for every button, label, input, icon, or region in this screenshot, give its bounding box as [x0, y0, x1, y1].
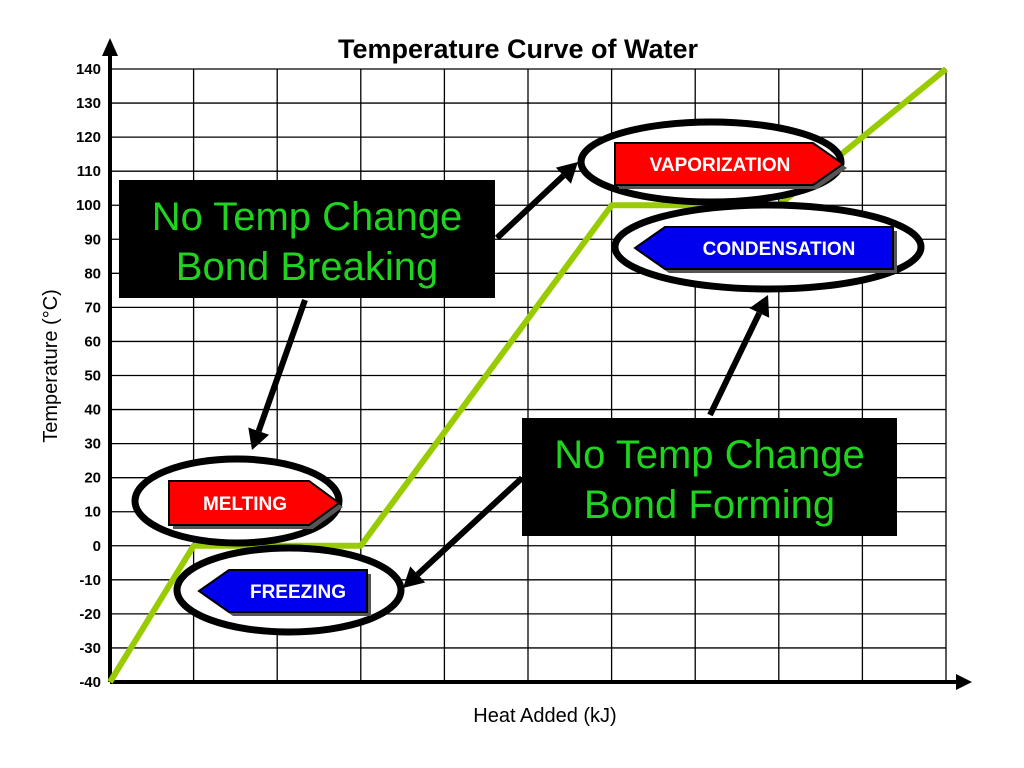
bond-forming-line: No Temp Change — [554, 433, 865, 477]
y-axis-label: Temperature (°C) — [40, 289, 62, 443]
y-tick-label: 140 — [76, 61, 101, 78]
bond-breaking-line: No Temp Change — [152, 195, 463, 239]
arrow-to-melting-head — [248, 427, 270, 450]
arrow-to-condensation-shaft — [707, 311, 762, 417]
arrow-to-condensation — [707, 295, 770, 417]
condensation-tag — [633, 226, 894, 270]
arrow-to-condensation-head — [749, 295, 770, 318]
phase-label-condensation: CONDENSATION — [611, 201, 925, 293]
bond-breaking-line: Bond Breaking — [176, 245, 438, 289]
arrow-to-freezing-shaft — [415, 475, 525, 577]
y-tick-label: 50 — [84, 368, 101, 385]
y-axis-arrowhead — [102, 38, 118, 56]
vaporization-tag — [614, 142, 845, 186]
phase-label-melting: MELTING — [131, 455, 343, 547]
y-tick-label: 60 — [84, 333, 101, 350]
arrow-to-vaporization-head — [555, 162, 578, 184]
melting-tag — [168, 480, 341, 526]
y-tick-label: 10 — [84, 504, 101, 521]
y-tick-label: 100 — [76, 197, 101, 214]
melting-tag-label: MELTING — [203, 494, 287, 515]
arrow-to-vaporization-shaft — [494, 173, 566, 241]
y-tick-label: 110 — [77, 163, 101, 180]
y-tick-label: -20 — [79, 606, 101, 623]
y-tick-label: -40 — [79, 674, 101, 691]
y-tick-label: 130 — [76, 95, 101, 112]
bond-forming-box — [522, 418, 897, 536]
y-tick-label: 40 — [84, 402, 101, 419]
arrow-to-freezing — [403, 475, 525, 588]
bond-breaking-box — [119, 180, 495, 298]
x-axis-label: Heat Added (kJ) — [473, 705, 616, 727]
freezing-tag-label: FREEZING — [250, 582, 346, 603]
x-axis-arrowhead — [956, 674, 972, 690]
arrow-to-vaporization — [494, 162, 578, 241]
y-tick-label: 20 — [84, 470, 101, 487]
arrow-to-melting-shaft — [255, 299, 308, 433]
phase-labels: VAPORIZATION CONDENSATION MELTING FREEZING — [131, 118, 925, 636]
annotation-bond-forming: No Temp Change Bond Forming — [522, 418, 897, 536]
arrow-to-melting — [248, 299, 308, 450]
phase-label-freezing: FREEZING — [173, 544, 405, 636]
y-tick-label: 120 — [76, 129, 101, 146]
freezing-tag — [197, 569, 368, 613]
y-tick-label: 70 — [84, 299, 101, 316]
condensation-tag-label: CONDENSATION — [703, 239, 856, 260]
y-tick-label: 80 — [84, 265, 101, 282]
phase-label-vaporization: VAPORIZATION — [577, 118, 847, 206]
bond-forming-line: Bond Forming — [584, 483, 835, 527]
y-tick-label: 0 — [93, 538, 101, 555]
vaporization-tag-label: VAPORIZATION — [650, 155, 791, 176]
axes — [102, 38, 972, 690]
chart-title: Temperature Curve of Water — [338, 34, 699, 64]
y-tick-label: -10 — [79, 572, 101, 589]
y-tick-labels: 1401301201101009080706050403020100-10-20… — [76, 61, 101, 691]
annotation-bond-breaking: No Temp Change Bond Breaking — [119, 180, 495, 298]
y-tick-label: 90 — [84, 231, 101, 248]
y-tick-label: 30 — [84, 436, 101, 453]
arrow-to-freezing-head — [403, 566, 426, 588]
y-tick-label: -30 — [79, 640, 101, 657]
